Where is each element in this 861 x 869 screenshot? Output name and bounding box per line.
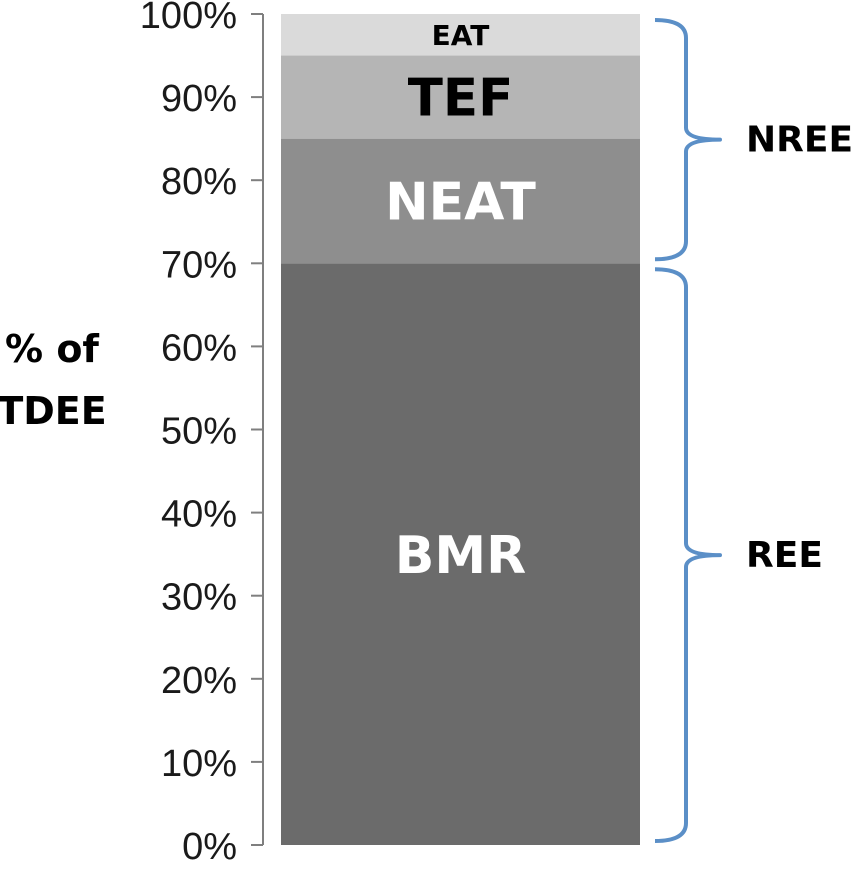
y-axis-label: % of TDEE — [0, 327, 107, 433]
segment-label-eat: EAT — [432, 19, 490, 52]
bar-segment-bmr — [281, 263, 640, 845]
bracket-ree — [654, 267, 722, 843]
y-tick-label: 90% — [161, 78, 237, 120]
y-tick-label: 20% — [161, 660, 237, 702]
segment-label-neat: NEAT — [385, 173, 536, 233]
bracket-nree — [654, 18, 722, 262]
y-tick-label: 100% — [140, 0, 237, 37]
bracket-label-nree: NREE — [746, 120, 853, 161]
y-axis-ticks: 0% 10% 20% 30% 40% 50% 60% 70% 80% 90% 100% — [140, 0, 263, 868]
bar-segment-eat — [281, 14, 640, 56]
y-axis-label-line: % of — [5, 327, 99, 371]
y-tick-label: 70% — [161, 244, 237, 286]
brackets: REE NREE — [654, 18, 853, 843]
bar-segments: BMR NEAT TEF EAT — [281, 14, 640, 845]
bracket-label-ree: REE — [746, 535, 823, 576]
segment-label-tef: TEF — [408, 69, 514, 129]
segment-label-bmr: BMR — [395, 526, 526, 586]
y-tick-label: 50% — [161, 411, 237, 453]
bar-segment-neat — [281, 138, 640, 264]
bar-segment-tef — [281, 55, 640, 139]
y-tick-label: 60% — [161, 327, 237, 369]
y-tick-label: 30% — [161, 577, 237, 619]
y-tick-label: 10% — [161, 743, 237, 785]
y-tick-label: 40% — [161, 494, 237, 536]
y-axis-label-line: TDEE — [0, 389, 107, 433]
y-tick-label: 80% — [161, 161, 237, 203]
y-tick-label: 0% — [182, 826, 237, 868]
